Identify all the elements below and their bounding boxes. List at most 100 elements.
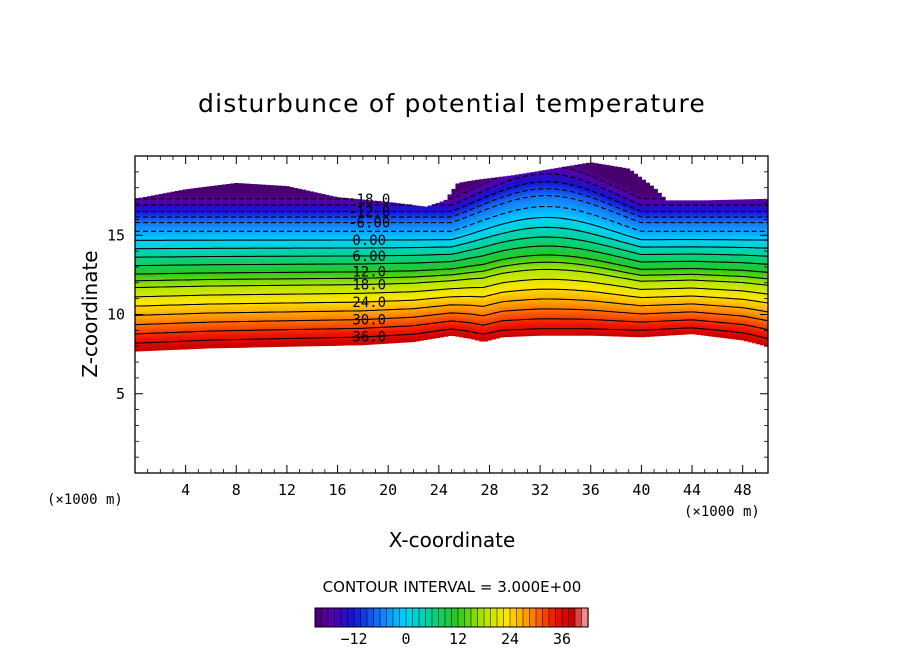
field-cell bbox=[218, 199, 223, 202]
field-cell bbox=[166, 212, 172, 215]
field-cell bbox=[241, 322, 247, 326]
field-cell bbox=[138, 347, 144, 350]
field-cell bbox=[249, 193, 255, 196]
field-cell bbox=[190, 229, 195, 232]
field-cell bbox=[305, 200, 310, 204]
field-cell bbox=[328, 315, 334, 318]
field-cell bbox=[150, 236, 156, 240]
field-cell bbox=[225, 279, 231, 283]
field-cell bbox=[206, 298, 211, 301]
field-cell bbox=[174, 214, 180, 217]
field-cell bbox=[218, 219, 223, 223]
field-cell bbox=[352, 343, 358, 346]
field-cell bbox=[340, 240, 346, 243]
field-cell bbox=[210, 195, 215, 198]
field-cell bbox=[281, 268, 286, 271]
field-cell bbox=[265, 272, 271, 275]
field-cell bbox=[289, 283, 294, 286]
field-cell bbox=[158, 199, 164, 202]
field-cell bbox=[178, 190, 184, 193]
field-cell bbox=[297, 287, 302, 290]
field-cell bbox=[210, 260, 215, 264]
field-cell bbox=[222, 245, 227, 249]
field-cell bbox=[273, 199, 279, 202]
field-cell bbox=[249, 305, 255, 309]
field-cell bbox=[186, 303, 191, 307]
field-cell bbox=[170, 249, 176, 253]
field-cell bbox=[138, 262, 144, 266]
field-cell bbox=[162, 345, 168, 348]
field-cell bbox=[257, 266, 263, 269]
field-cell bbox=[178, 236, 184, 240]
field-cell bbox=[305, 272, 310, 275]
field-cell bbox=[249, 289, 255, 292]
field-cell bbox=[146, 208, 152, 211]
field-cell bbox=[281, 245, 286, 249]
field-cell bbox=[194, 253, 199, 256]
field-cell bbox=[360, 330, 366, 333]
field-cell bbox=[313, 204, 318, 208]
field-cell bbox=[214, 302, 219, 305]
field-cell bbox=[233, 257, 239, 260]
field-cell bbox=[218, 202, 223, 206]
field-cell bbox=[360, 219, 366, 223]
field-cell bbox=[285, 244, 290, 247]
field-cell bbox=[245, 230, 251, 234]
field-cell bbox=[170, 305, 176, 309]
field-cell bbox=[261, 315, 267, 318]
field-cell bbox=[186, 217, 191, 221]
field-cell bbox=[257, 185, 263, 189]
field-cell bbox=[194, 266, 199, 269]
field-cell bbox=[142, 206, 148, 210]
field-cell bbox=[182, 217, 188, 221]
field-cell bbox=[253, 326, 259, 329]
field-cell bbox=[190, 326, 195, 329]
field-cell bbox=[265, 274, 271, 277]
field-cell bbox=[225, 193, 231, 196]
field-cell bbox=[182, 330, 188, 333]
field-cell bbox=[142, 196, 148, 198]
field-cell bbox=[142, 240, 148, 243]
field-cell bbox=[324, 307, 330, 311]
field-cell bbox=[313, 202, 318, 206]
field-cell bbox=[309, 225, 314, 228]
field-cell bbox=[241, 247, 247, 251]
field-cell bbox=[285, 307, 290, 311]
field-cell bbox=[237, 305, 243, 309]
field-cell bbox=[305, 217, 310, 221]
field-cell bbox=[332, 341, 338, 344]
field-cell bbox=[245, 283, 251, 286]
field-cell bbox=[229, 266, 235, 269]
field-cell bbox=[135, 270, 140, 273]
field-cell bbox=[170, 236, 176, 240]
field-cell bbox=[162, 268, 168, 271]
field-cell bbox=[138, 240, 144, 243]
field-cell bbox=[186, 244, 191, 247]
field-cell bbox=[178, 227, 184, 230]
field-cell bbox=[186, 341, 191, 344]
field-cell bbox=[158, 245, 164, 249]
field-cell bbox=[364, 311, 370, 314]
field-cell bbox=[356, 199, 362, 202]
field-cell bbox=[249, 341, 255, 344]
field-cell bbox=[297, 260, 302, 264]
field-cell bbox=[190, 290, 195, 294]
field-cell bbox=[261, 345, 267, 348]
field-cell bbox=[174, 315, 180, 318]
field-cell bbox=[289, 341, 294, 344]
field-cell bbox=[265, 187, 271, 191]
field-cell bbox=[356, 264, 362, 268]
field-cell bbox=[301, 313, 306, 316]
field-cell bbox=[281, 303, 286, 307]
field-cell bbox=[344, 289, 350, 292]
field-cell bbox=[150, 330, 156, 333]
field-cell bbox=[194, 309, 199, 313]
field-cell bbox=[174, 332, 180, 335]
field-cell bbox=[229, 264, 235, 268]
field-cell bbox=[289, 268, 294, 271]
field-cell bbox=[190, 345, 195, 348]
field-cell bbox=[182, 274, 188, 277]
field-cell bbox=[348, 330, 354, 333]
field-cell bbox=[229, 313, 235, 316]
field-cell bbox=[309, 268, 314, 271]
